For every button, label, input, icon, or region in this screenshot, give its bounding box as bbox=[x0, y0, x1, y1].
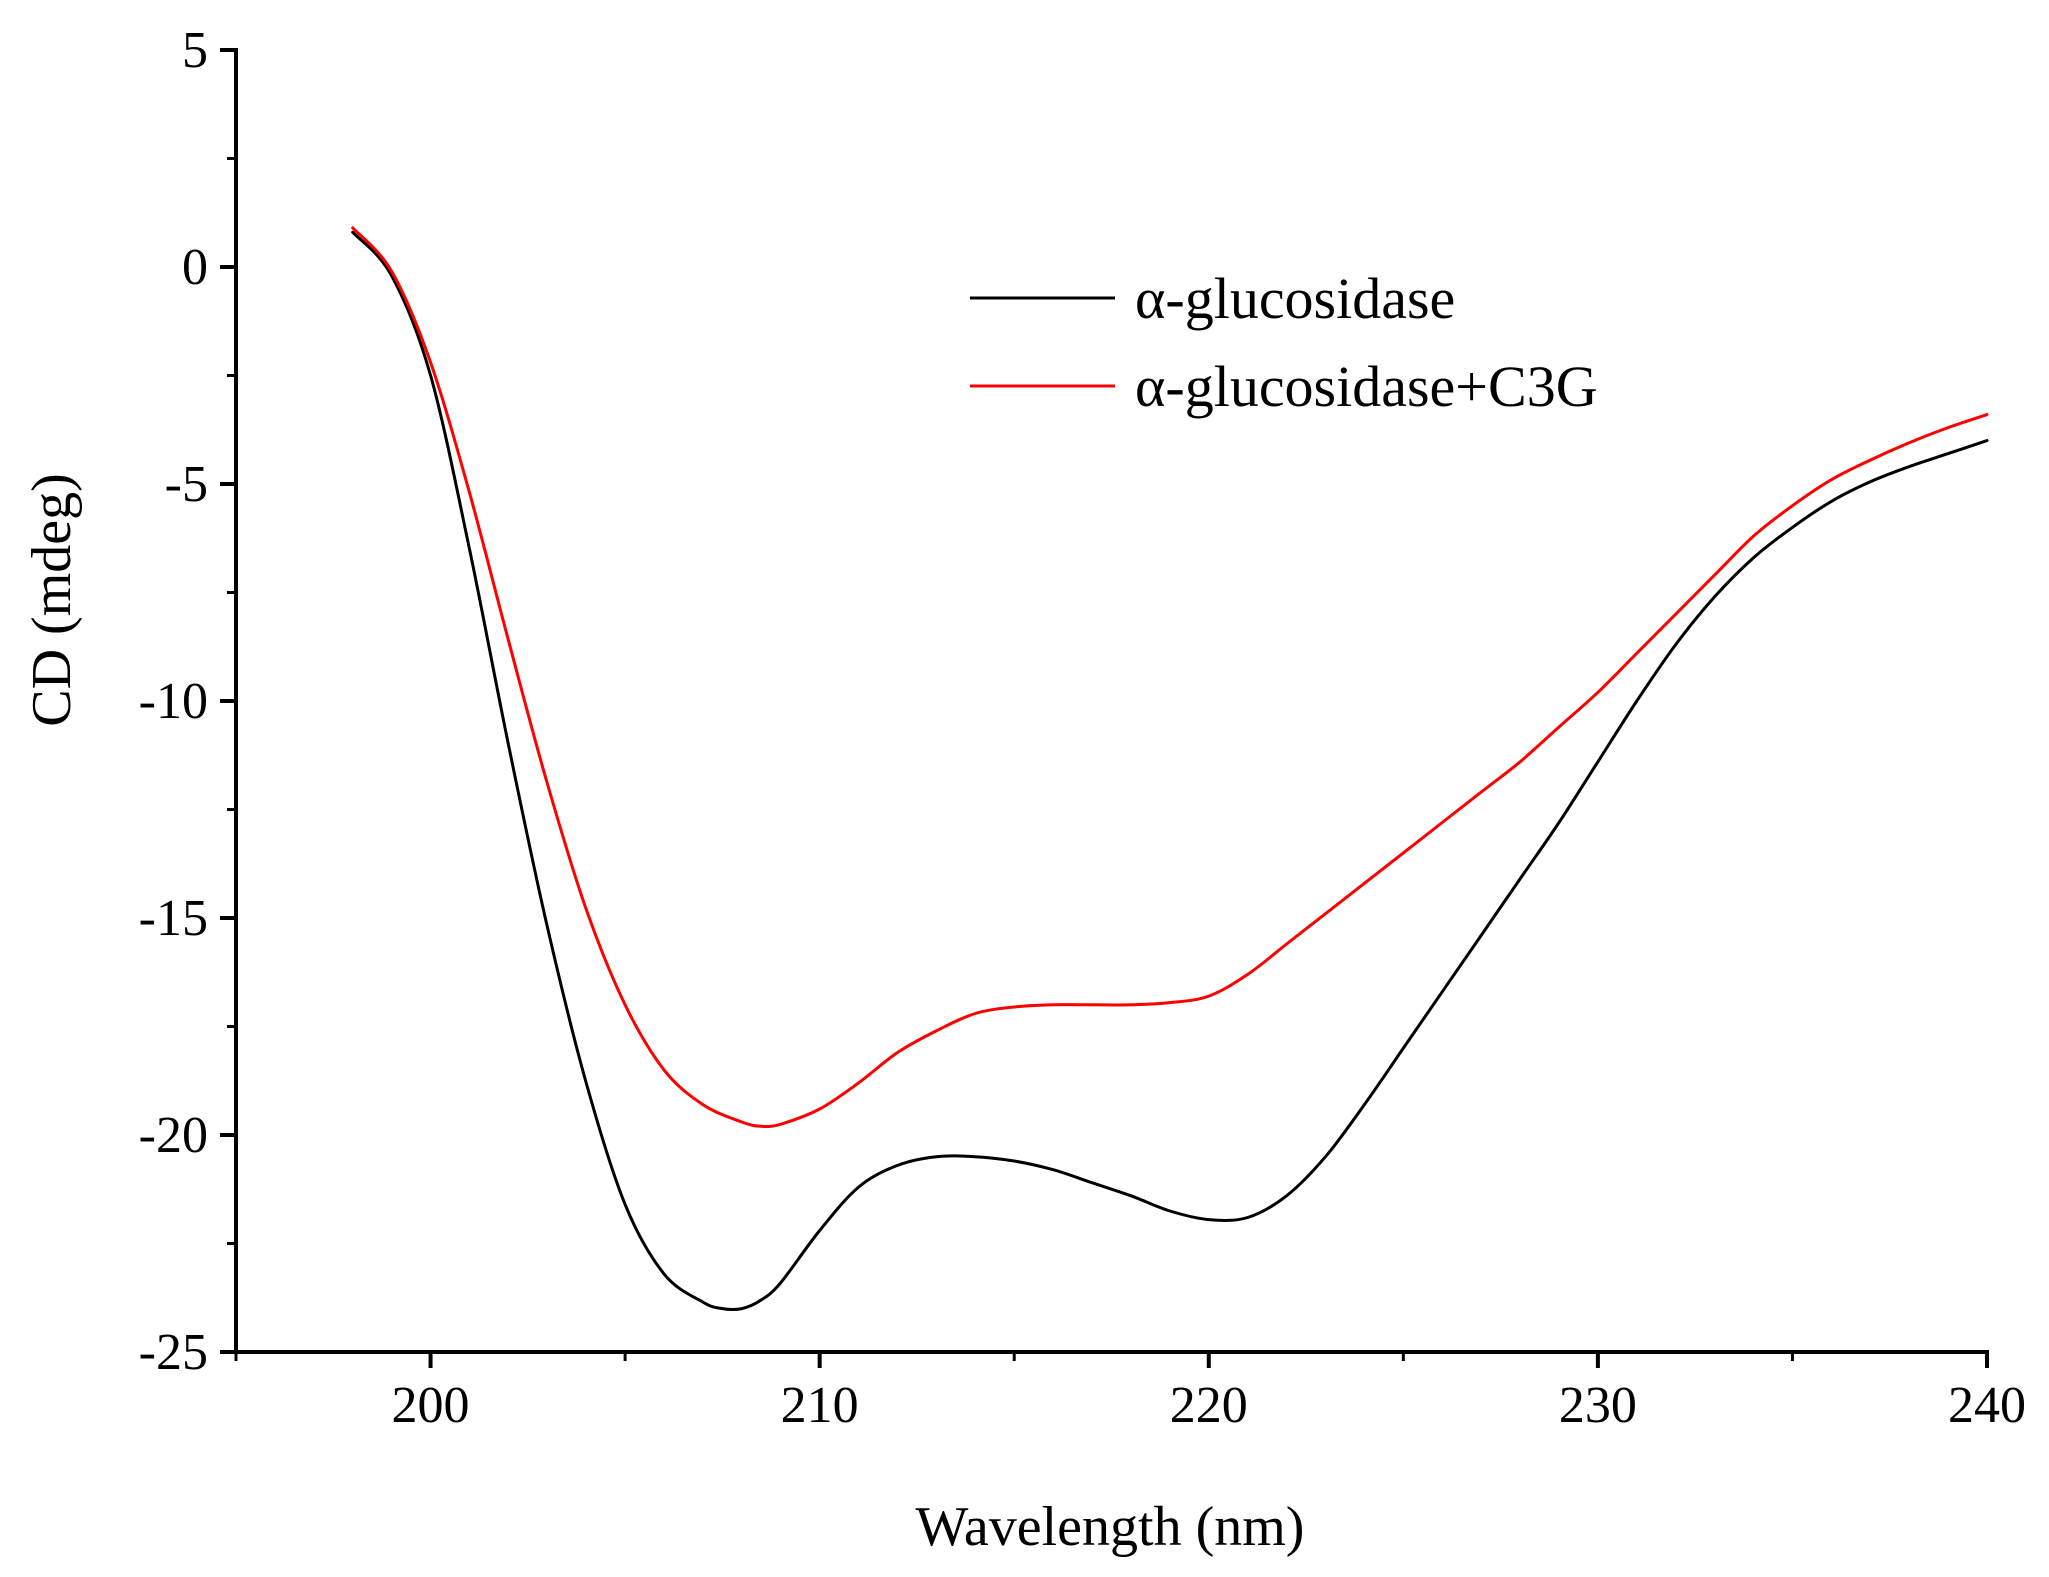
x-axis-ticks: 200 210 220 230 240 bbox=[234, 1352, 2026, 1434]
legend-label-alpha-glucosidase: α-glucosidase bbox=[1135, 266, 1455, 331]
legend: α-glucosidase α-glucosidase+C3G bbox=[970, 266, 1598, 419]
x-tick-label: 210 bbox=[781, 1377, 859, 1434]
legend-label-alpha-glucosidase-c3g: α-glucosidase+C3G bbox=[1135, 354, 1598, 419]
series-line-alpha-glucosidase-c3g bbox=[351, 226, 1989, 1129]
y-tick-label: -25 bbox=[139, 1324, 208, 1381]
y-tick-label: -5 bbox=[165, 456, 208, 513]
y-tick-label: -20 bbox=[139, 1107, 208, 1164]
series-line-alpha-glucosidase bbox=[351, 230, 1989, 1312]
y-tick-label: 0 bbox=[182, 239, 208, 296]
y-tick-label: -15 bbox=[139, 890, 208, 947]
x-tick-label: 200 bbox=[392, 1377, 470, 1434]
series-lines bbox=[351, 226, 1989, 1312]
x-tick-label: 230 bbox=[1559, 1377, 1637, 1434]
y-tick-label: 5 bbox=[182, 22, 208, 79]
y-tick-label: -10 bbox=[139, 673, 208, 730]
x-tick-label: 220 bbox=[1170, 1377, 1248, 1434]
y-axis-ticks: 5 0 -5 -10 -15 -20 -25 bbox=[139, 22, 236, 1381]
x-axis-title: Wavelength (nm) bbox=[916, 1496, 1305, 1558]
y-axis-title: CD (mdeg) bbox=[21, 473, 83, 727]
x-tick-label: 240 bbox=[1948, 1377, 2026, 1434]
